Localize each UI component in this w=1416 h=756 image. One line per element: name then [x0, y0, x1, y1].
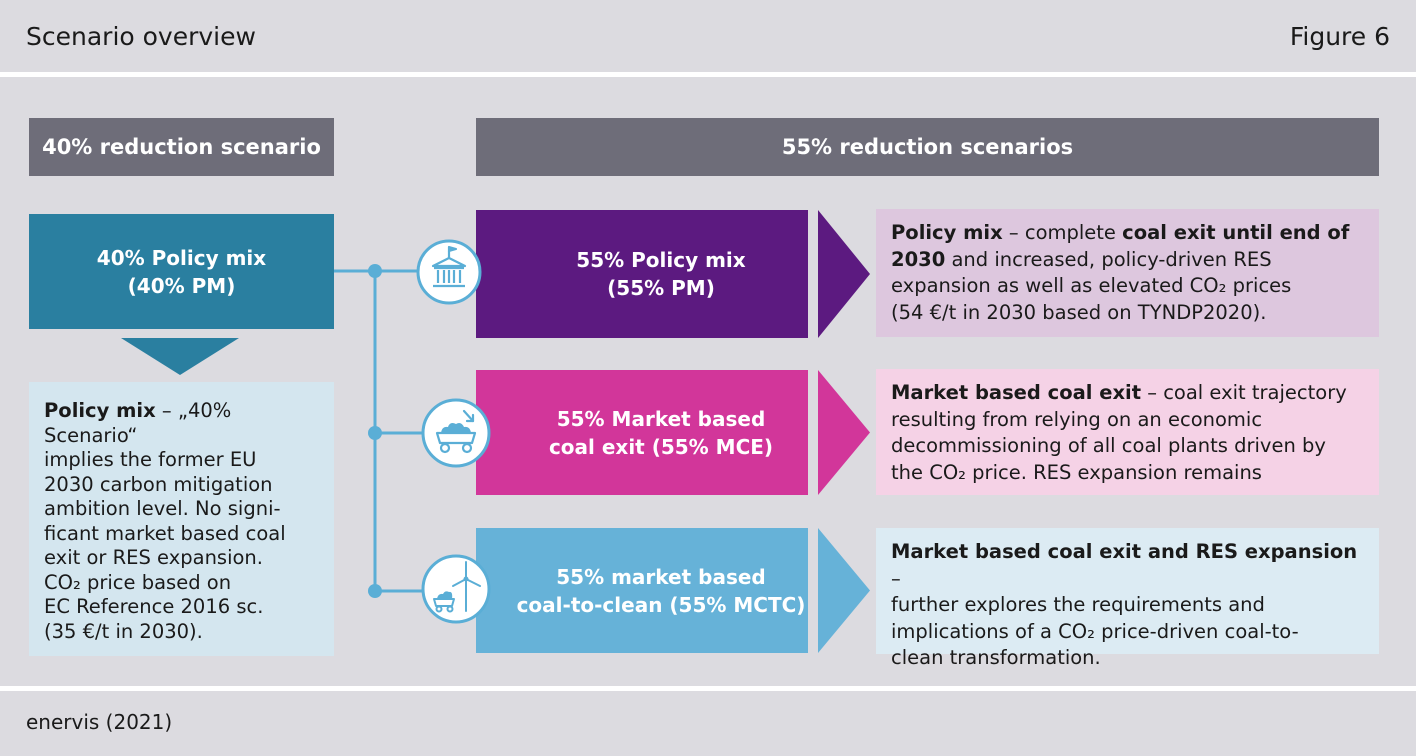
scenario-55-market-coal-exit: 55% Market based coal exit (55% MCE): [476, 370, 808, 495]
description-40-bold: Policy mix: [44, 399, 156, 422]
page-title: Scenario overview: [26, 22, 256, 51]
info-pm-text: coal exit until end of: [1122, 221, 1350, 244]
scenario-55-pm-line1: 55% Policy mix: [576, 248, 746, 272]
scenario-55-mctc-line1: 55% market based: [556, 564, 766, 589]
description-40-line: 2030 carbon mitigation: [44, 472, 273, 496]
scenario-55-mce-line2: coal exit (55% MCE): [548, 434, 774, 459]
band-55-reduction: 55% reduction scenarios: [476, 118, 1379, 176]
info-mctc-text: implications of a CO₂ price-driven coal-…: [891, 619, 1299, 643]
chevron-right-icon: [818, 210, 870, 338]
info-mctc-text: further explores the requirements and: [891, 593, 1265, 616]
info-mce-text: – coal exit trajectory: [1141, 381, 1347, 404]
info-pm-text: – complete: [1002, 221, 1123, 244]
scenario-40-policy-mix: 40% Policy mix (40% PM): [29, 214, 334, 329]
connector-node: [368, 264, 382, 278]
connector-node: [368, 584, 382, 598]
info-55-policy-mix: Policy mix – complete coal exit until en…: [876, 209, 1379, 337]
band-40-label: 40% reduction scenario: [42, 135, 321, 159]
info-pm-text: expansion as well as elevated CO₂ prices: [891, 274, 1292, 297]
government-building-icon: [416, 239, 482, 305]
connector-node: [368, 426, 382, 440]
description-40-line: CO₂ price based on: [44, 570, 232, 594]
info-mctc-text: –: [891, 566, 901, 590]
scenario-40-line1: 40% Policy mix: [96, 245, 267, 270]
scenario-55-mce-line1: 55% Market based: [556, 406, 766, 431]
info-mce-text: the CO₂ price. RES expansion remains: [891, 460, 1262, 484]
header-divider: [0, 72, 1416, 77]
description-40-line: ambition level. No signi-: [44, 497, 281, 520]
scenario-55-coal-to-clean: 55% market based coal-to-clean (55% MCTC…: [476, 528, 808, 653]
figure-label: Figure 6: [1289, 22, 1390, 51]
info-pm-text: and increased, policy-driven RES: [945, 247, 1272, 271]
wind-turbine-icon: [421, 554, 491, 624]
description-40-line: exit or RES expansion.: [44, 546, 263, 569]
description-40-policy-mix: Policy mix – „40% Scenario“ implies the …: [29, 382, 334, 656]
info-mctc-text: Market based coal exit and RES expansion: [891, 540, 1358, 563]
info-mce-text: decommissioning of all coal plants drive…: [891, 434, 1326, 457]
description-40-line: (35 €/t in 2030).: [44, 619, 203, 643]
description-40-line: EC Reference 2016 sc.: [44, 595, 264, 618]
coal-cart-icon: [421, 398, 491, 468]
info-mctc-text: clean transformation.: [891, 646, 1101, 669]
band-55-label: 55% reduction scenarios: [781, 135, 1074, 159]
chevron-right-icon: [818, 528, 870, 653]
info-55-market-coal-exit: Market based coal exit – coal exit traje…: [876, 369, 1379, 495]
scenario-55-policy-mix: 55% Policy mix (55% PM): [476, 210, 808, 338]
source-note: enervis (2021): [26, 710, 173, 734]
footer-divider: [0, 686, 1416, 691]
description-40-line: ficant market based coal: [44, 521, 286, 545]
scenario-55-pm-line2: (55% PM): [607, 276, 715, 300]
info-55-coal-to-clean: Market based coal exit and RES expansion…: [876, 528, 1379, 669]
down-arrow-icon: [121, 338, 239, 375]
description-40-line: implies the former EU: [44, 448, 257, 471]
chevron-right-icon: [818, 370, 870, 495]
info-pm-text: 2030: [891, 247, 946, 271]
info-pm-text: Policy mix: [891, 221, 1003, 244]
info-mce-text: Market based coal exit: [891, 381, 1142, 404]
scenario-40-line2: (40% PM): [127, 273, 236, 298]
description-40-line: – „40% Scenario“: [44, 399, 232, 447]
info-mce-text: resulting from relying on an economic: [891, 407, 1263, 431]
info-pm-text: (54 €/t in 2030 based on TYNDP2020).: [891, 300, 1267, 324]
scenario-55-mctc-line2: coal-to-clean (55% MCTC): [516, 592, 806, 617]
band-40-reduction: 40% reduction scenario: [29, 118, 334, 176]
